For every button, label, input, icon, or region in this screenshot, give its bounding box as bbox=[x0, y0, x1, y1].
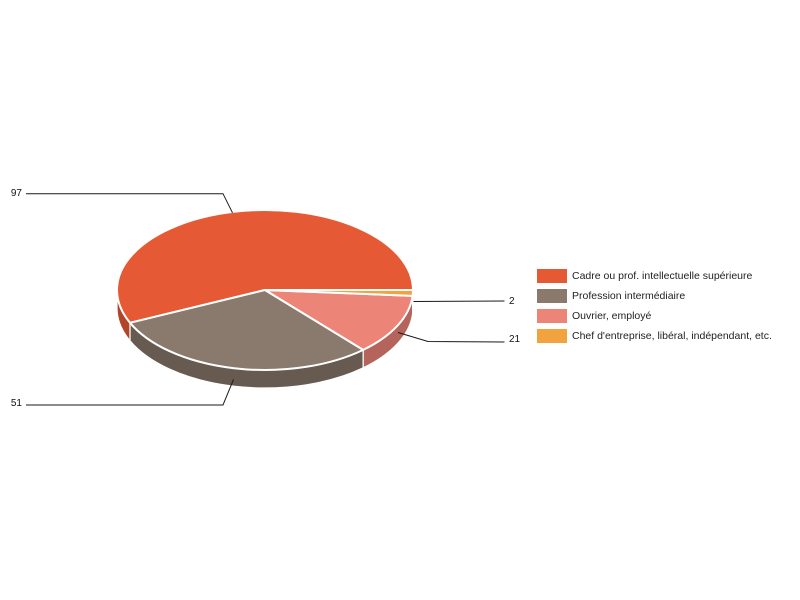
legend: Cadre ou prof. intellectuelle supérieure… bbox=[537, 266, 772, 346]
callout-line-slice-1 bbox=[26, 379, 234, 406]
legend-swatch-2 bbox=[537, 309, 567, 323]
legend-swatch-0 bbox=[537, 269, 567, 283]
legend-swatch-3 bbox=[537, 329, 567, 343]
callout-line-slice-2 bbox=[397, 332, 505, 343]
callout-line-slice-3 bbox=[413, 300, 505, 302]
callout-value-slice-2: 21 bbox=[509, 333, 521, 345]
callout-value-slice-0: 97 bbox=[10, 187, 22, 199]
legend-label-3: Chef d'entreprise, libéral, indépendant,… bbox=[572, 330, 772, 342]
legend-item-3: Chef d'entreprise, libéral, indépendant,… bbox=[537, 326, 772, 346]
legend-item-2: Ouvrier, employé bbox=[537, 306, 772, 326]
pie-slice-0 bbox=[116, 209, 414, 324]
legend-item-1: Profession intermédiaire bbox=[537, 286, 772, 306]
pie-slice-1 bbox=[129, 289, 365, 371]
legend-swatch-1 bbox=[537, 289, 567, 303]
legend-label-2: Ouvrier, employé bbox=[572, 310, 652, 322]
pie-slice-3 bbox=[264, 289, 414, 297]
legend-label-0: Cadre ou prof. intellectuelle supérieure bbox=[572, 270, 753, 282]
legend-label-1: Profession intermédiaire bbox=[572, 290, 686, 302]
pie-slice-2 bbox=[264, 289, 414, 351]
callout-value-slice-1: 51 bbox=[10, 397, 22, 409]
callout-line-slice-0 bbox=[26, 193, 233, 214]
legend-item-0: Cadre ou prof. intellectuelle supérieure bbox=[537, 266, 772, 286]
callout-value-slice-3: 2 bbox=[509, 296, 515, 307]
